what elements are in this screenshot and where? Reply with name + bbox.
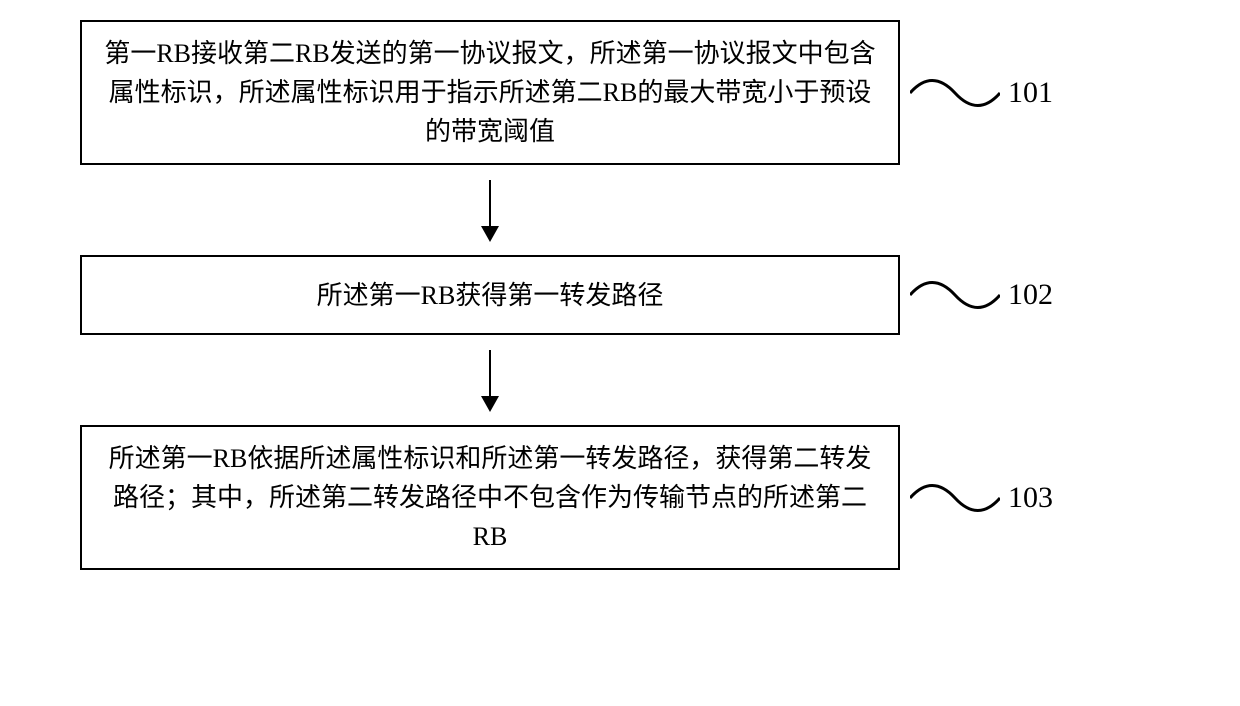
arrow-head-icon xyxy=(481,396,499,412)
arrow-head-icon xyxy=(481,226,499,242)
flowchart-step-3: 所述第一RB依据所述属性标识和所述第一转发路径，获得第二转发路径；其中，所述第二… xyxy=(80,425,900,570)
step-text-2: 所述第一RB获得第一转发路径 xyxy=(317,276,664,315)
step-row-3: 所述第一RB依据所述属性标识和所述第一转发路径，获得第二转发路径；其中，所述第二… xyxy=(80,425,1160,570)
step-label-1: 101 xyxy=(1008,76,1053,110)
arrow-1 xyxy=(80,165,900,255)
arrow-line-icon xyxy=(489,350,491,410)
step-label-group-3: 103 xyxy=(910,478,1053,518)
connector-wave-icon xyxy=(910,478,1000,518)
step-row-1: 第一RB接收第二RB发送的第一协议报文，所述第一协议报文中包含属性标识，所述属性… xyxy=(80,20,1160,165)
step-row-2: 所述第一RB获得第一转发路径 102 xyxy=(80,255,1160,335)
step-label-2: 102 xyxy=(1008,278,1053,312)
flowchart-container: 第一RB接收第二RB发送的第一协议报文，所述第一协议报文中包含属性标识，所述属性… xyxy=(80,20,1160,570)
arrow-line-icon xyxy=(489,180,491,240)
arrow-2 xyxy=(80,335,900,425)
flowchart-step-1: 第一RB接收第二RB发送的第一协议报文，所述第一协议报文中包含属性标识，所述属性… xyxy=(80,20,900,165)
step-text-1: 第一RB接收第二RB发送的第一协议报文，所述第一协议报文中包含属性标识，所述属性… xyxy=(102,34,878,151)
flowchart-step-2: 所述第一RB获得第一转发路径 xyxy=(80,255,900,335)
step-text-3: 所述第一RB依据所述属性标识和所述第一转发路径，获得第二转发路径；其中，所述第二… xyxy=(102,439,878,556)
connector-wave-icon xyxy=(910,73,1000,113)
step-label-group-2: 102 xyxy=(910,275,1053,315)
step-label-group-1: 101 xyxy=(910,73,1053,113)
step-label-3: 103 xyxy=(1008,481,1053,515)
connector-wave-icon xyxy=(910,275,1000,315)
